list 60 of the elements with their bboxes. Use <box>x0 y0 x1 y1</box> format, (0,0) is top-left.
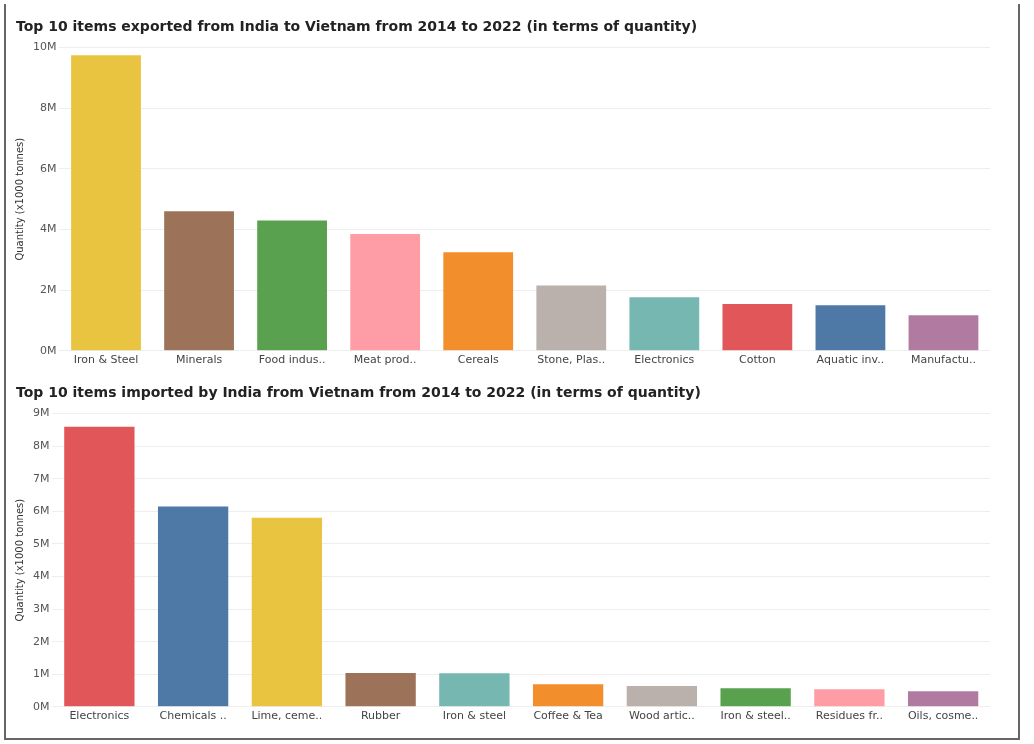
x-tick-label: Iron & steel.. <box>720 709 791 723</box>
y-tick-label: 4M <box>39 222 57 236</box>
bar <box>71 55 141 351</box>
y-tick-label: 7M <box>32 471 50 485</box>
x-tick-label: Iron & Steel <box>73 353 139 367</box>
bar <box>350 234 421 351</box>
y-tick-label: 0M <box>32 699 50 713</box>
bar <box>257 220 328 351</box>
x-tick-label: Lime, ceme.. <box>251 709 323 723</box>
bar <box>64 426 135 707</box>
x-tick-label: Chemicals .. <box>159 709 227 723</box>
y-tick-label: 8M <box>39 101 57 115</box>
x-tick-label: Electronics <box>69 709 130 723</box>
bar <box>157 506 229 707</box>
x-tick-label: Aquatic inv.. <box>816 353 885 367</box>
x-tick-label: Iron & steel <box>442 709 507 723</box>
bar <box>814 689 885 707</box>
chart-title: Top 10 items imported by India from Vietnam from 2014 to 2022 (in terms of quantity) <box>16 384 702 402</box>
x-tick-label: Oils, cosme.. <box>907 709 979 723</box>
x-tick-label: Coffee & Tea <box>533 709 603 723</box>
bar <box>815 305 886 351</box>
bar <box>251 517 323 707</box>
y-tick-label: 3M <box>32 601 50 615</box>
bar <box>536 285 607 351</box>
y-tick-label: 6M <box>39 161 57 175</box>
bar <box>722 304 793 351</box>
x-tick-label: Food indus.. <box>258 353 326 367</box>
bar <box>907 691 979 707</box>
x-tick-label: Residues fr.. <box>815 709 883 723</box>
bar <box>532 684 604 707</box>
x-tick-label: Rubber <box>360 709 401 723</box>
x-tick-label: Cotton <box>739 353 776 367</box>
bar <box>629 297 700 351</box>
y-axis-title: Quantity (x1000 tonnes) <box>13 498 25 622</box>
y-tick-label: 2M <box>39 283 57 297</box>
y-tick-label: 0M <box>39 343 57 357</box>
x-tick-label: Cereals <box>457 353 499 367</box>
bar <box>720 688 791 707</box>
x-tick-label: Manufactu.. <box>910 353 977 367</box>
y-tick-label: 5M <box>32 536 50 550</box>
y-axis-title: Quantity (x1000 tonnes) <box>13 137 25 261</box>
y-tick-label: 6M <box>32 504 50 518</box>
chart-title: Top 10 items exported from India to Vietnam from 2014 to 2022 (in terms of quantity) <box>16 18 699 36</box>
y-tick-label: 10M <box>32 40 57 54</box>
x-tick-label: Meat prod.. <box>353 353 417 367</box>
bar <box>439 673 510 707</box>
y-tick-label: 9M <box>32 406 50 420</box>
x-tick-label: Electronics <box>634 353 695 367</box>
y-tick-label: 8M <box>32 439 50 453</box>
y-tick-label: 1M <box>32 667 50 681</box>
bar <box>908 315 979 351</box>
x-tick-label: Stone, Plas.. <box>537 353 606 367</box>
y-tick-label: 4M <box>32 569 50 583</box>
bar <box>164 211 234 351</box>
x-tick-label: Wood artic.. <box>628 709 695 723</box>
bar <box>443 252 514 351</box>
bar <box>345 672 416 707</box>
y-tick-label: 2M <box>32 634 50 648</box>
bar <box>626 685 698 707</box>
x-tick-label: Minerals <box>175 353 223 367</box>
